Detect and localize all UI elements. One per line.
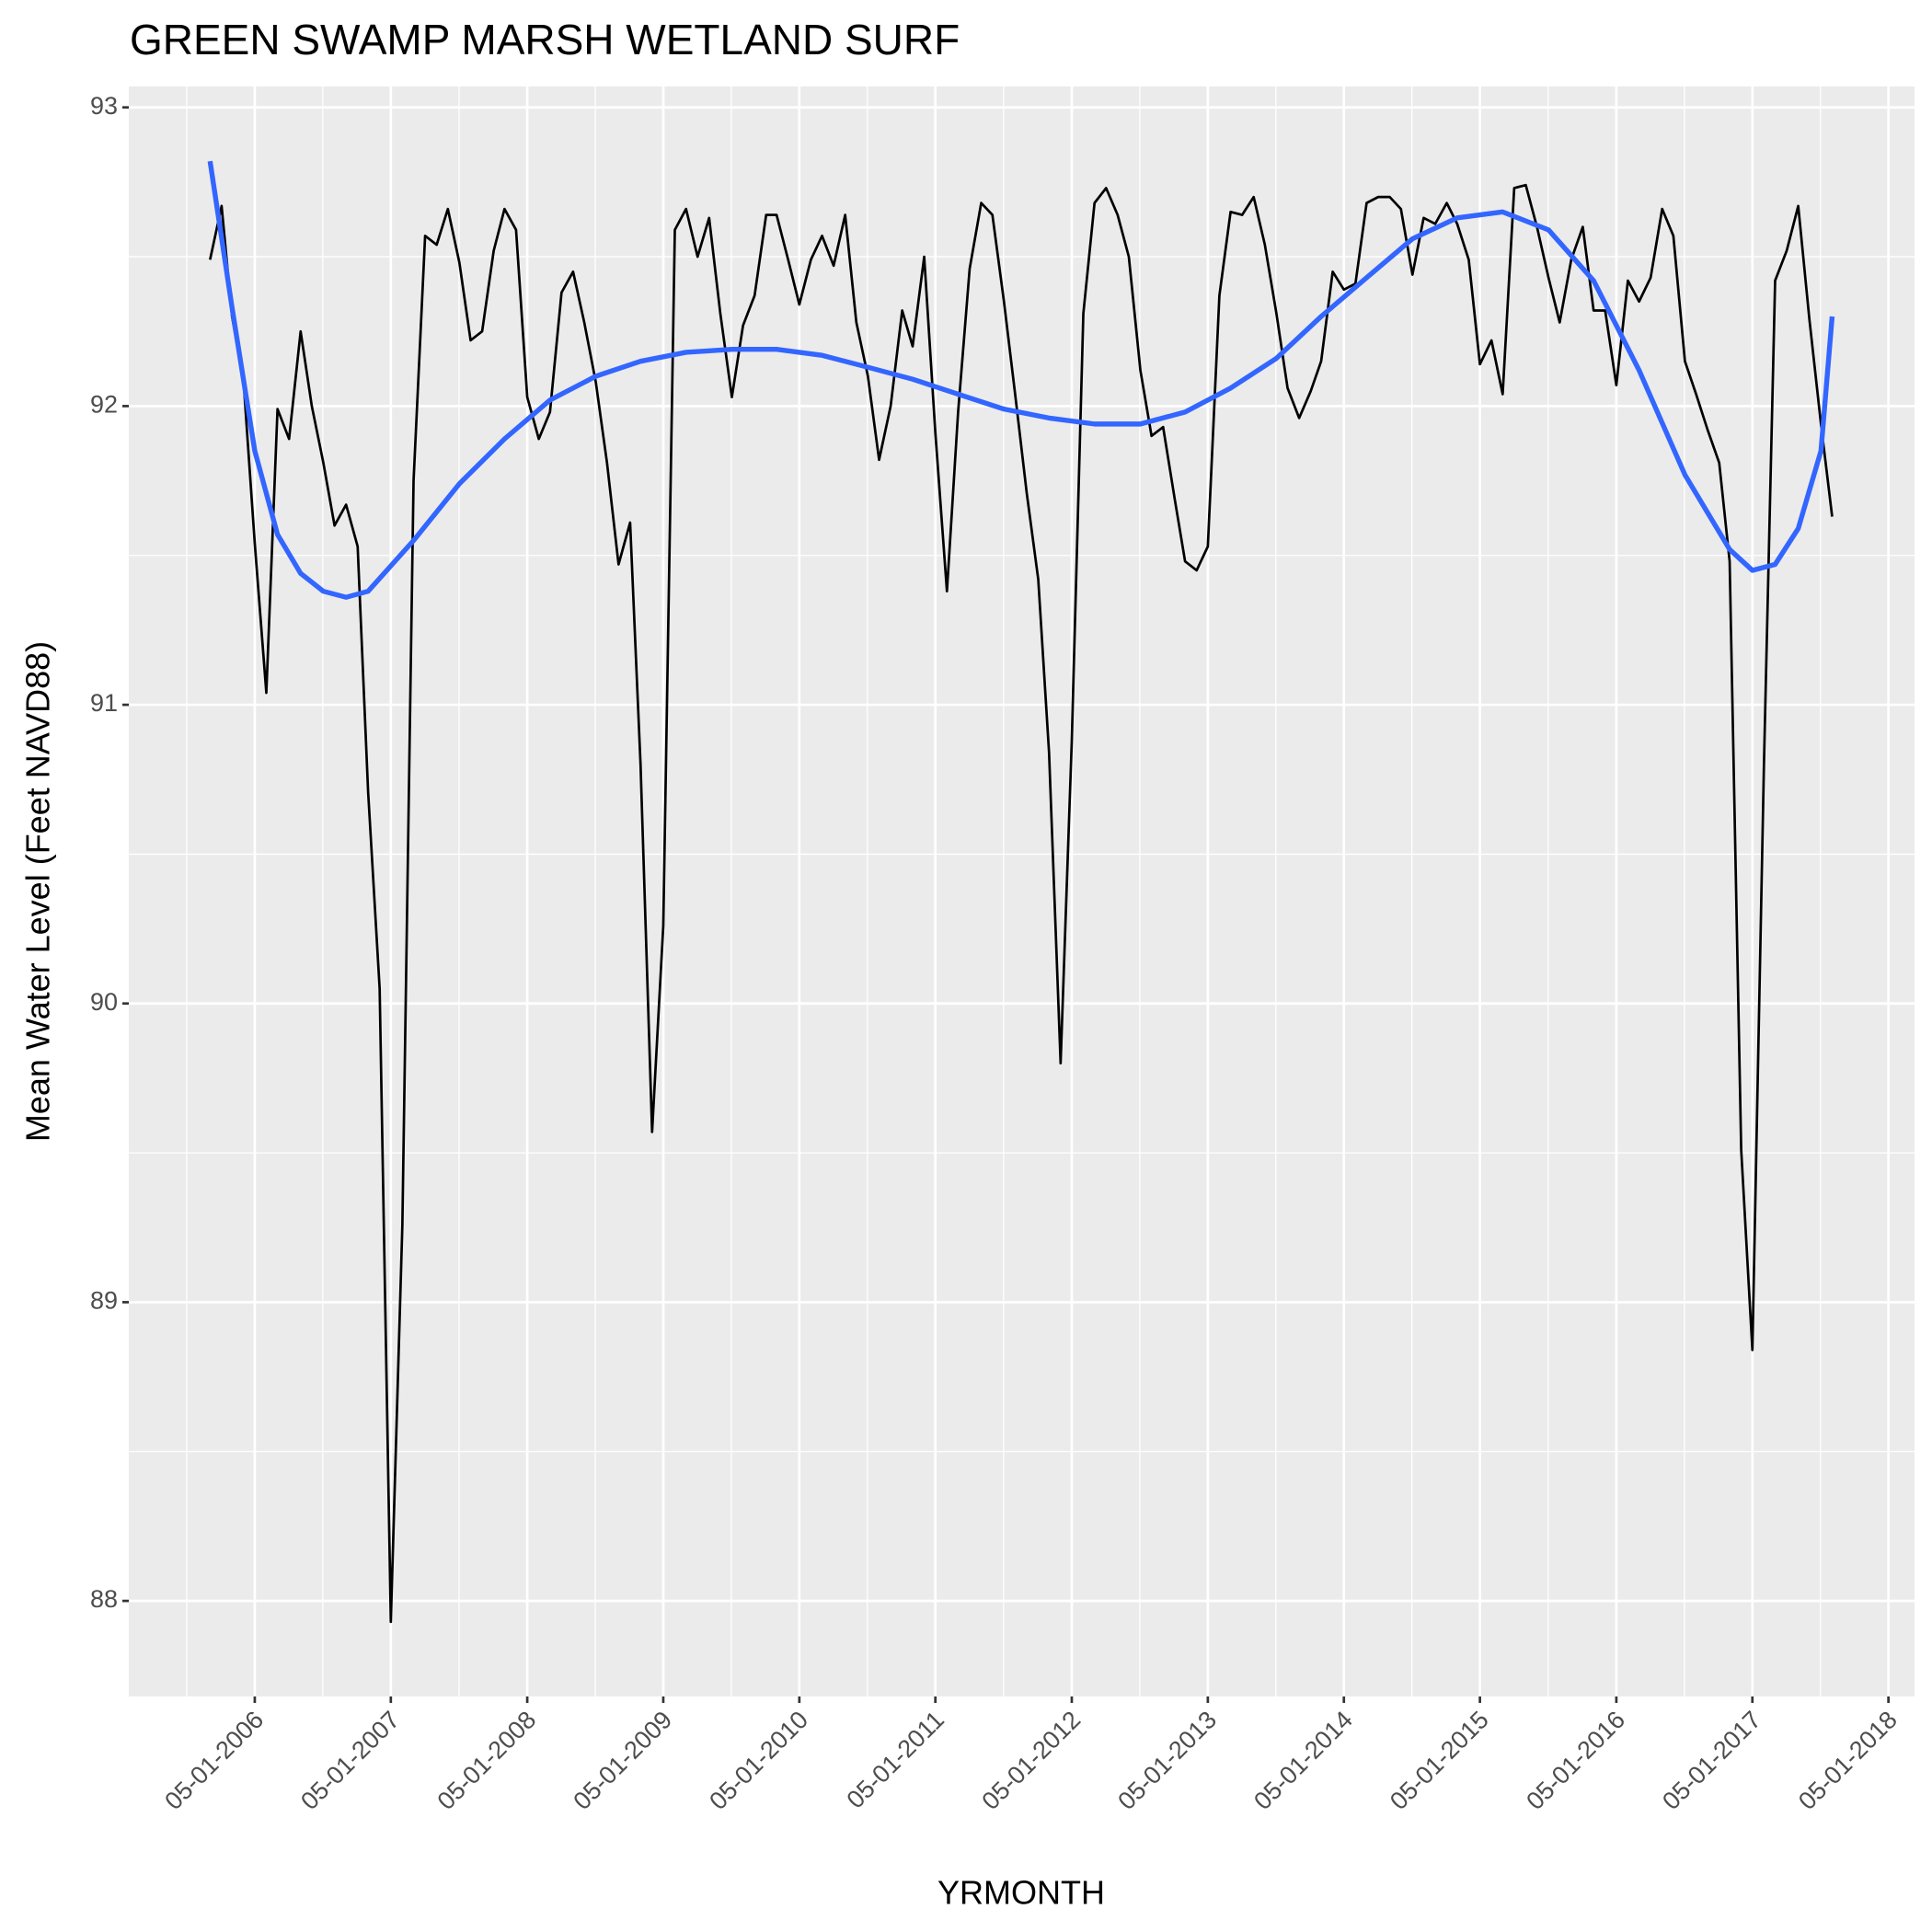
x-tick-label: 05-01-2008	[431, 1706, 541, 1815]
y-tick-label: 92	[90, 391, 118, 419]
x-tick-label: 05-01-2007	[295, 1706, 405, 1815]
x-tick-label: 05-01-2016	[1521, 1706, 1630, 1815]
x-tick-label: 05-01-2006	[159, 1706, 269, 1815]
y-axis-title: Mean Water Level (Feet NAVD88)	[19, 641, 57, 1142]
x-tick-label: 05-01-2013	[1112, 1706, 1222, 1815]
y-tick-label: 91	[90, 689, 118, 717]
x-tick-label: 05-01-2017	[1657, 1706, 1766, 1815]
x-tick-label: 05-01-2009	[568, 1706, 677, 1815]
x-tick-label: 05-01-2011	[842, 1706, 949, 1813]
x-tick-label: 05-01-2010	[704, 1706, 813, 1815]
y-tick-label: 90	[90, 988, 118, 1016]
data-line	[209, 183, 1834, 1624]
x-tick-label: 05-01-2012	[976, 1706, 1086, 1815]
x-tick-label: 05-01-2015	[1385, 1706, 1494, 1815]
trend-line	[207, 160, 1835, 600]
x-tick-label: 05-01-2018	[1793, 1706, 1903, 1815]
y-tick-label: 88	[90, 1585, 118, 1613]
chart-title: GREEN SWAMP MARSH WETLAND SURF	[130, 16, 960, 63]
x-tick-label: 05-01-2014	[1248, 1706, 1358, 1815]
y-tick-label: 89	[90, 1287, 118, 1315]
y-tick-label: 93	[90, 92, 118, 120]
x-axis-title: YRMONTH	[937, 1874, 1105, 1912]
